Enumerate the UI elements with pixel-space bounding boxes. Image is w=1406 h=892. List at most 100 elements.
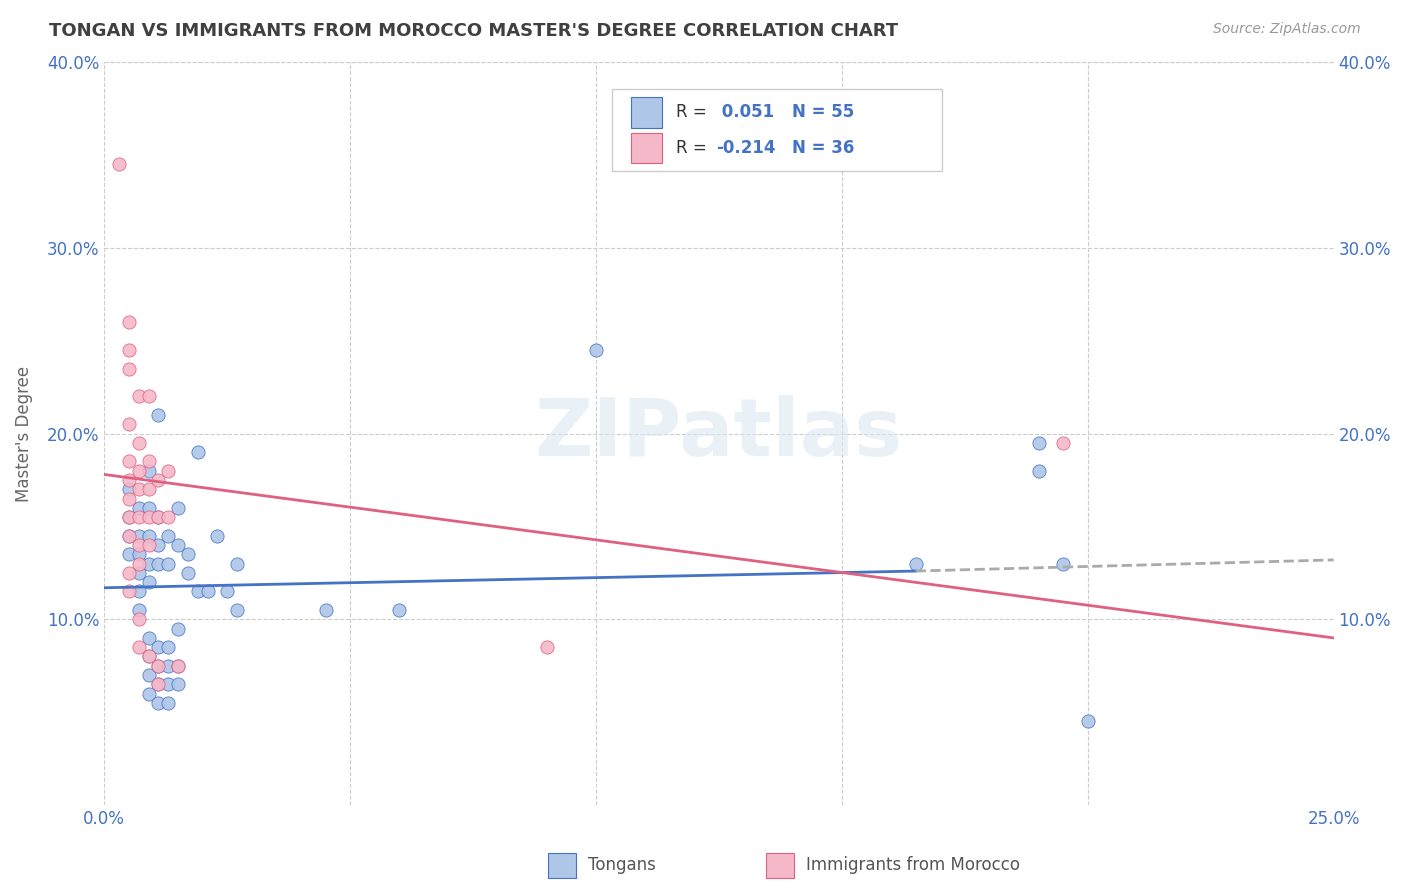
- Point: [128, 436, 150, 450]
- Point: [157, 464, 180, 478]
- Point: [138, 649, 160, 664]
- Point: [138, 557, 160, 571]
- Y-axis label: Master's Degree: Master's Degree: [15, 366, 32, 501]
- Point: [148, 473, 170, 487]
- Point: [118, 343, 141, 357]
- Point: [128, 557, 150, 571]
- Point: [148, 677, 170, 691]
- Point: [138, 575, 160, 590]
- Point: [118, 361, 141, 376]
- Point: [1028, 436, 1050, 450]
- Text: TONGAN VS IMMIGRANTS FROM MOROCCO MASTER'S DEGREE CORRELATION CHART: TONGAN VS IMMIGRANTS FROM MOROCCO MASTER…: [49, 22, 898, 40]
- Point: [118, 510, 141, 524]
- Point: [138, 687, 160, 701]
- Point: [128, 547, 150, 561]
- Text: Immigrants from Morocco: Immigrants from Morocco: [806, 856, 1019, 874]
- Point: [157, 529, 180, 543]
- Point: [157, 510, 180, 524]
- Point: [118, 529, 141, 543]
- Point: [128, 640, 150, 655]
- Point: [157, 557, 180, 571]
- Point: [118, 491, 141, 506]
- Point: [167, 658, 190, 673]
- Point: [167, 500, 190, 515]
- Point: [148, 658, 170, 673]
- Point: [108, 157, 131, 171]
- Point: [167, 658, 190, 673]
- Point: [138, 631, 160, 645]
- Point: [128, 538, 150, 552]
- Point: [128, 389, 150, 403]
- Point: [148, 640, 170, 655]
- Point: [128, 500, 150, 515]
- Point: [177, 566, 200, 580]
- Point: [138, 538, 160, 552]
- Point: [167, 538, 190, 552]
- Point: [157, 677, 180, 691]
- Text: Tongans: Tongans: [588, 856, 655, 874]
- Point: [1077, 714, 1099, 729]
- Point: [128, 603, 150, 617]
- Point: [536, 640, 558, 655]
- Point: [118, 510, 141, 524]
- Point: [148, 538, 170, 552]
- Point: [138, 389, 160, 403]
- Point: [118, 454, 141, 468]
- Point: [118, 473, 141, 487]
- Point: [585, 343, 607, 357]
- Text: Source: ZipAtlas.com: Source: ZipAtlas.com: [1213, 22, 1361, 37]
- Point: [904, 557, 927, 571]
- Point: [128, 584, 150, 599]
- Point: [388, 603, 411, 617]
- Point: [157, 696, 180, 710]
- Point: [138, 483, 160, 497]
- Point: [128, 612, 150, 626]
- Point: [118, 315, 141, 329]
- Point: [138, 500, 160, 515]
- Point: [128, 566, 150, 580]
- Point: [187, 584, 209, 599]
- Point: [118, 417, 141, 432]
- Text: R =: R =: [676, 139, 713, 157]
- Point: [118, 483, 141, 497]
- Point: [157, 640, 180, 655]
- Point: [138, 649, 160, 664]
- Text: 0.051: 0.051: [716, 103, 773, 121]
- Point: [148, 408, 170, 422]
- Text: R =: R =: [676, 103, 713, 121]
- Point: [148, 658, 170, 673]
- Point: [148, 677, 170, 691]
- Text: N = 55: N = 55: [792, 103, 853, 121]
- Point: [118, 529, 141, 543]
- Point: [157, 658, 180, 673]
- Point: [148, 557, 170, 571]
- Point: [226, 603, 249, 617]
- Point: [177, 547, 200, 561]
- Point: [1028, 464, 1050, 478]
- Point: [207, 529, 229, 543]
- Point: [217, 584, 239, 599]
- Point: [1052, 557, 1074, 571]
- Point: [138, 510, 160, 524]
- Text: N = 36: N = 36: [792, 139, 853, 157]
- Point: [118, 547, 141, 561]
- Point: [128, 464, 150, 478]
- Point: [138, 529, 160, 543]
- Point: [138, 454, 160, 468]
- Point: [167, 622, 190, 636]
- Point: [118, 584, 141, 599]
- Point: [167, 677, 190, 691]
- Text: -0.214: -0.214: [716, 139, 775, 157]
- Point: [187, 445, 209, 459]
- Text: ZIPatlas: ZIPatlas: [534, 394, 903, 473]
- Point: [197, 584, 219, 599]
- Point: [315, 603, 337, 617]
- Point: [226, 557, 249, 571]
- Point: [118, 566, 141, 580]
- Point: [148, 696, 170, 710]
- Point: [1052, 436, 1074, 450]
- Point: [128, 483, 150, 497]
- Point: [148, 510, 170, 524]
- Point: [128, 529, 150, 543]
- Point: [128, 510, 150, 524]
